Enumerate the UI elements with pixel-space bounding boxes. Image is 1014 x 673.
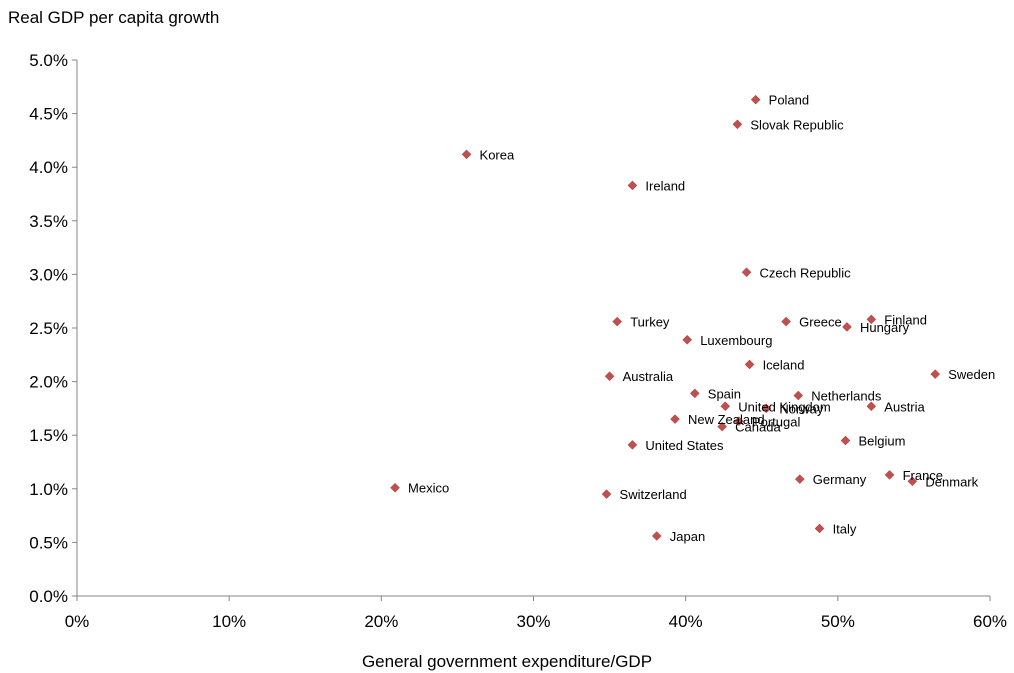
data-point bbox=[461, 149, 472, 160]
data-label: Italy bbox=[833, 521, 857, 536]
data-label: Denmark bbox=[925, 474, 978, 489]
x-tick-label: 0% bbox=[65, 612, 90, 631]
data-point bbox=[814, 523, 825, 534]
data-label: Luxembourg bbox=[700, 333, 772, 348]
data-point bbox=[601, 489, 612, 500]
data-point bbox=[627, 180, 638, 191]
data-point bbox=[761, 403, 772, 414]
x-tick-label: 30% bbox=[516, 612, 550, 631]
data-label: Ireland bbox=[645, 178, 685, 193]
data-point bbox=[884, 470, 895, 480]
y-axis-title: Real GDP per capita growth bbox=[8, 8, 220, 27]
data-label: Japan bbox=[670, 529, 705, 544]
data-label: Switzerland bbox=[620, 487, 687, 502]
y-tick-label: 5.0% bbox=[29, 51, 68, 70]
data-point bbox=[794, 474, 805, 485]
data-label: Iceland bbox=[763, 357, 805, 372]
data-point bbox=[734, 416, 744, 427]
data-point bbox=[390, 482, 400, 493]
data-point bbox=[866, 401, 877, 412]
axes: 0.0% 0.5% 1.0% 1.5% 2.0% 2.5% 3.0% 3.5% 4.0% 4.5%… bbox=[29, 51, 1007, 631]
y-tick-label: 3.0% bbox=[29, 265, 68, 284]
data-point bbox=[682, 334, 693, 345]
data-label: Poland bbox=[769, 93, 809, 108]
data-label: Germany bbox=[813, 472, 867, 487]
data-point bbox=[732, 119, 743, 130]
data-label: Greece bbox=[799, 315, 842, 330]
x-tick-label: 50% bbox=[821, 612, 855, 631]
data-label: Netherlands bbox=[811, 389, 882, 404]
data-label: Norway bbox=[779, 401, 824, 416]
y-tick-label: 0.0% bbox=[29, 587, 68, 606]
data-label: United Kingdom bbox=[738, 399, 831, 414]
data-label: Austria bbox=[884, 399, 925, 414]
y-tick-label: 4.5% bbox=[29, 105, 68, 124]
data-label: Turkey bbox=[630, 315, 670, 330]
data-points bbox=[390, 94, 941, 541]
y-tick-label: 4.0% bbox=[29, 158, 68, 177]
x-axis-title: General government expenditure/GDP bbox=[361, 652, 653, 671]
data-point bbox=[866, 314, 877, 325]
data-point bbox=[604, 371, 615, 382]
data-point bbox=[744, 359, 755, 370]
x-tick-label: 10% bbox=[212, 612, 246, 631]
x-tick-label: 40% bbox=[669, 612, 703, 631]
y-tick-label: 1.0% bbox=[29, 480, 68, 499]
data-point bbox=[793, 390, 804, 401]
data-point bbox=[612, 316, 623, 327]
data-label: France bbox=[903, 468, 943, 483]
y-tick-label: 2.5% bbox=[29, 319, 68, 338]
y-tick-label: 1.5% bbox=[29, 426, 68, 445]
data-point bbox=[720, 401, 731, 412]
data-point bbox=[717, 421, 728, 432]
data-point bbox=[670, 414, 680, 424]
data-point bbox=[689, 388, 700, 399]
data-label: United States bbox=[645, 438, 724, 453]
data-point bbox=[741, 267, 752, 278]
data-label: Australia bbox=[623, 369, 674, 384]
data-labels: Poland Slovak Republic Korea Ireland Czech R… bbox=[408, 93, 995, 544]
data-label: Canada bbox=[735, 420, 781, 435]
data-label: Spain bbox=[708, 386, 741, 401]
data-point bbox=[781, 316, 791, 327]
y-tick-label: 0.5% bbox=[29, 533, 68, 552]
data-point bbox=[907, 476, 918, 487]
data-label: Finland bbox=[884, 312, 927, 327]
data-label: Sweden bbox=[948, 367, 995, 382]
data-point bbox=[840, 435, 851, 446]
data-label: Czech Republic bbox=[760, 265, 852, 280]
data-label: Belgium bbox=[858, 434, 905, 449]
data-label: Korea bbox=[480, 147, 515, 162]
data-point bbox=[627, 439, 638, 450]
data-point bbox=[930, 369, 941, 379]
x-tick-label: 20% bbox=[364, 612, 398, 631]
data-point bbox=[750, 94, 761, 105]
x-tick-label: 60% bbox=[973, 612, 1007, 631]
data-point bbox=[651, 531, 662, 541]
y-tick-label: 2.0% bbox=[29, 373, 68, 392]
data-label: Portugal bbox=[752, 414, 801, 429]
data-label: Mexico bbox=[408, 481, 449, 496]
data-point bbox=[842, 322, 852, 332]
y-tick-label: 3.5% bbox=[29, 212, 68, 231]
data-label: New Zealand bbox=[688, 412, 765, 427]
data-label: Hungary bbox=[860, 320, 910, 335]
data-label: Slovak Republic bbox=[750, 117, 844, 132]
